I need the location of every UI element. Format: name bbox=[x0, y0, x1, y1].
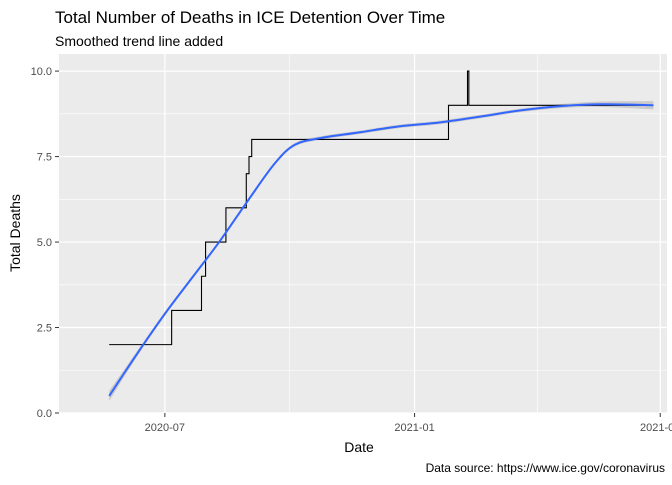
step-series-line bbox=[109, 70, 654, 346]
x-tick-label: 2021-01 bbox=[394, 422, 434, 434]
chart-subtitle: Smoothed trend line added bbox=[55, 33, 223, 49]
minor-gridlines bbox=[59, 54, 667, 413]
y-axis-label: Total Deaths bbox=[7, 194, 23, 272]
major-gridlines bbox=[59, 54, 667, 414]
chart-caption: Data source: https://www.ice.gov/coronav… bbox=[426, 461, 665, 475]
x-axis-ticks: 2020-07 2021-01 2021-07 bbox=[145, 413, 672, 434]
y-tick-label: 10.0 bbox=[31, 66, 52, 78]
plot-panel bbox=[59, 54, 667, 413]
smoothed-trend-line bbox=[108, 103, 654, 397]
x-tick-label: 2021-07 bbox=[640, 422, 672, 434]
y-tick-label: 5.0 bbox=[37, 237, 52, 249]
x-tick-label: 2020-07 bbox=[145, 422, 185, 434]
y-tick-label: 7.5 bbox=[37, 152, 52, 164]
y-tick-label: 2.5 bbox=[37, 323, 52, 335]
x-axis-label: Date bbox=[344, 439, 374, 455]
y-axis-ticks: 0.0 2.5 5.0 7.5 10.0 bbox=[31, 66, 59, 420]
y-tick-label: 0.0 bbox=[37, 408, 52, 420]
series-layer bbox=[108, 70, 654, 397]
chart-title: Total Number of Deaths in ICE Detention … bbox=[55, 8, 445, 27]
